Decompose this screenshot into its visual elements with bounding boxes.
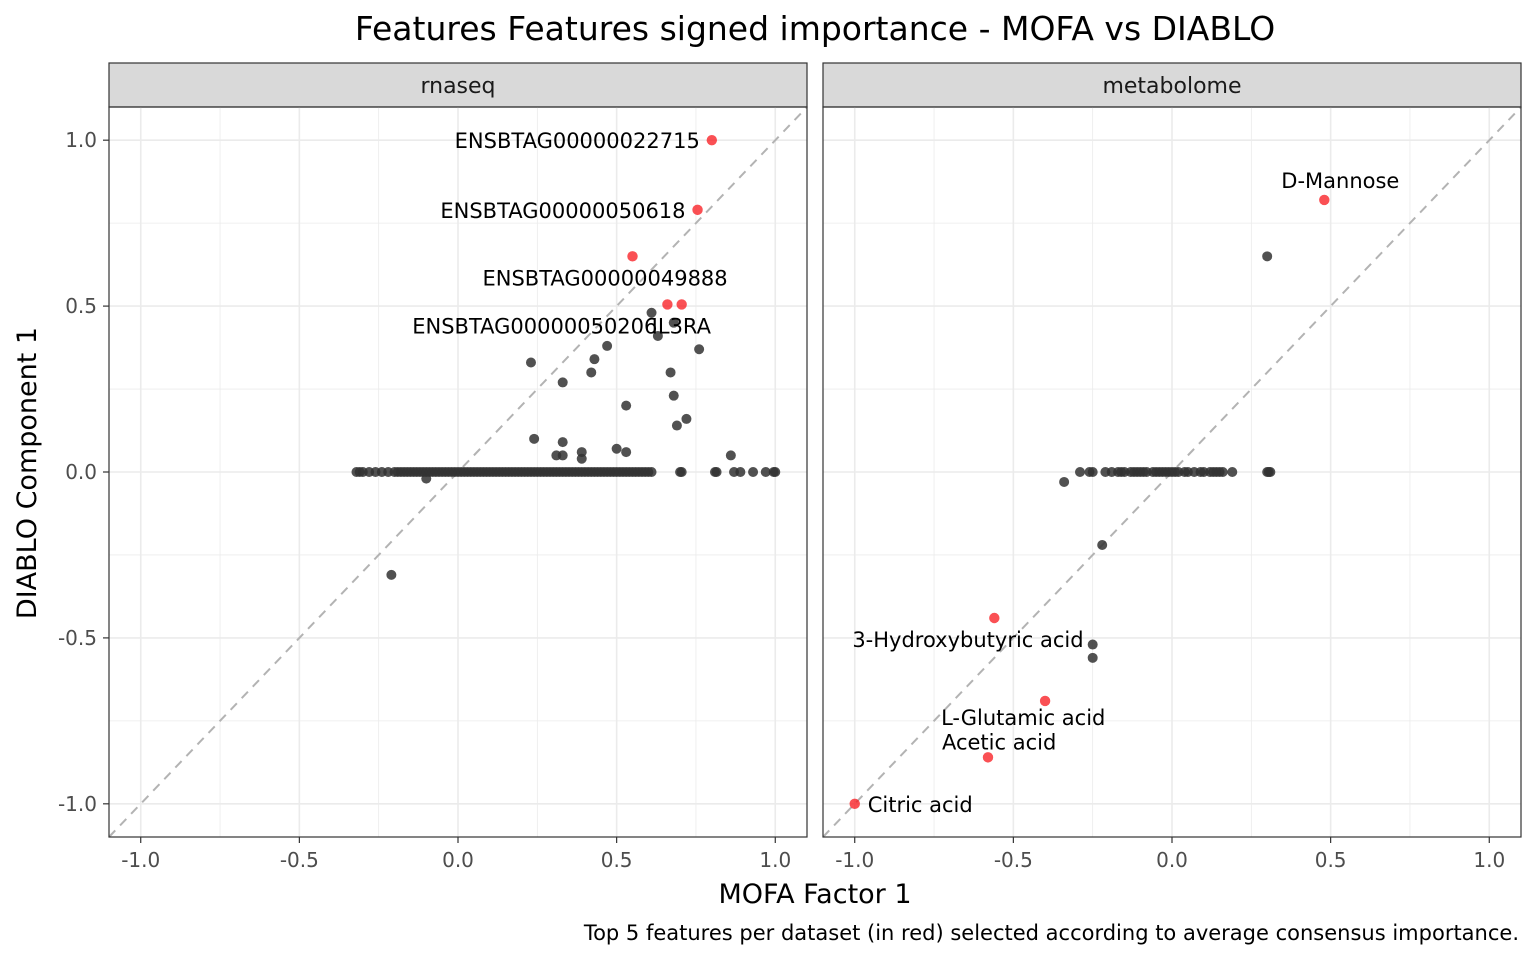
highlighted-point — [849, 798, 860, 810]
data-point — [529, 433, 540, 444]
highlighted-point — [676, 299, 687, 310]
highlighted-point — [1039, 695, 1051, 707]
x-tick-label: -1.0 — [121, 848, 160, 872]
point-label: L-Glutamic acid — [941, 706, 1105, 730]
facet-strip-label: metabolome — [1102, 74, 1241, 99]
data-point — [676, 467, 687, 477]
data-point — [748, 467, 759, 477]
chart-caption: Top 5 features per dataset (in red) sele… — [583, 921, 1519, 945]
data-point — [760, 467, 771, 477]
data-point — [557, 450, 568, 461]
panel-metabolome: metabolome D-Mannose 3-Hydroxybutyric acid… — [822, 62, 1522, 872]
x-tick-label: -0.5 — [994, 848, 1033, 872]
data-point — [602, 340, 613, 351]
y-tick-label: -1.0 — [58, 792, 97, 816]
data-point — [668, 390, 679, 401]
facet-strip-label: rnaseq — [420, 74, 495, 99]
data-point — [576, 453, 587, 464]
diagonal-reference-line — [822, 106, 1522, 838]
data-point — [1262, 251, 1273, 262]
data-point — [525, 357, 536, 368]
data-point — [621, 400, 632, 411]
data-point — [611, 443, 622, 454]
data-point — [694, 344, 705, 355]
data-point — [668, 317, 679, 328]
y-axis-title: DIABLO Component 1 — [12, 327, 43, 619]
point-label: IL3RA — [652, 314, 712, 338]
y-tick-label: 0.5 — [65, 294, 97, 318]
data-point — [1217, 467, 1228, 477]
data-point — [386, 569, 397, 580]
data-point — [1059, 476, 1070, 487]
data-point — [646, 307, 657, 318]
diagonal-reference-line — [108, 106, 808, 838]
y-tick-label: 0.0 — [65, 460, 97, 484]
highlighted-point — [989, 612, 1000, 624]
data-point — [557, 377, 568, 388]
x-tick-label: 1.0 — [759, 848, 791, 872]
x-tick-label: -0.5 — [280, 848, 319, 872]
point-label: Citric acid — [868, 793, 973, 817]
data-point — [421, 473, 432, 484]
y-tick-label: -0.5 — [58, 626, 97, 650]
data-point — [589, 354, 600, 365]
data-point — [725, 450, 736, 461]
data-point — [586, 367, 597, 378]
x-tick-label: 0.0 — [442, 848, 474, 872]
data-point — [1097, 540, 1108, 550]
point-label: ENSBTAG00000050206 — [412, 314, 657, 338]
data-point — [671, 420, 682, 431]
highlighted-point — [627, 251, 638, 262]
data-point — [646, 467, 657, 477]
highlighted-point — [982, 752, 994, 763]
data-point — [681, 413, 692, 424]
data-point — [1265, 467, 1276, 477]
highlighted-point — [692, 204, 703, 216]
x-axis-title: MOFA Factor 1 — [718, 879, 911, 910]
point-label: ENSBTAG00000049888 — [483, 266, 728, 290]
facet-panels: rnaseq ENSBTAG00000022715 ENSBTAG000000506… — [58, 62, 1522, 872]
point-label: Acetic acid — [942, 730, 1056, 754]
x-tick-label: 0.0 — [1156, 848, 1188, 872]
highlighted-point — [706, 134, 718, 146]
highlighted-point — [662, 299, 673, 310]
data-point — [1087, 652, 1098, 663]
x-tick-label: -1.0 — [835, 848, 874, 872]
facet-strip — [108, 62, 808, 108]
data-point — [621, 447, 632, 458]
data-point — [665, 367, 676, 378]
point-label: ENSBTAG00000050618 — [440, 199, 685, 223]
data-point — [735, 467, 746, 477]
x-tick-label: 0.5 — [601, 848, 633, 872]
facet-strip — [822, 62, 1522, 108]
panel-rnaseq: rnaseq ENSBTAG00000022715 ENSBTAG000000506… — [58, 62, 808, 872]
point-label: 3-Hydroxybutyric acid — [852, 628, 1083, 652]
data-point — [770, 467, 781, 477]
data-point — [557, 437, 568, 448]
point-label: D-Mannose — [1281, 169, 1399, 193]
x-tick-label: 0.5 — [1315, 848, 1347, 872]
chart-title: Features Features signed importance - MO… — [355, 9, 1275, 48]
highlighted-point — [1319, 194, 1330, 206]
data-point — [711, 467, 722, 477]
data-point — [1087, 639, 1098, 650]
data-point — [1087, 467, 1098, 477]
point-label: ENSBTAG00000022715 — [455, 129, 700, 153]
y-tick-label: 1.0 — [65, 128, 97, 152]
data-point — [1227, 467, 1238, 477]
data-point — [652, 330, 663, 341]
data-point — [1074, 467, 1085, 477]
x-tick-label: 1.0 — [1473, 848, 1505, 872]
